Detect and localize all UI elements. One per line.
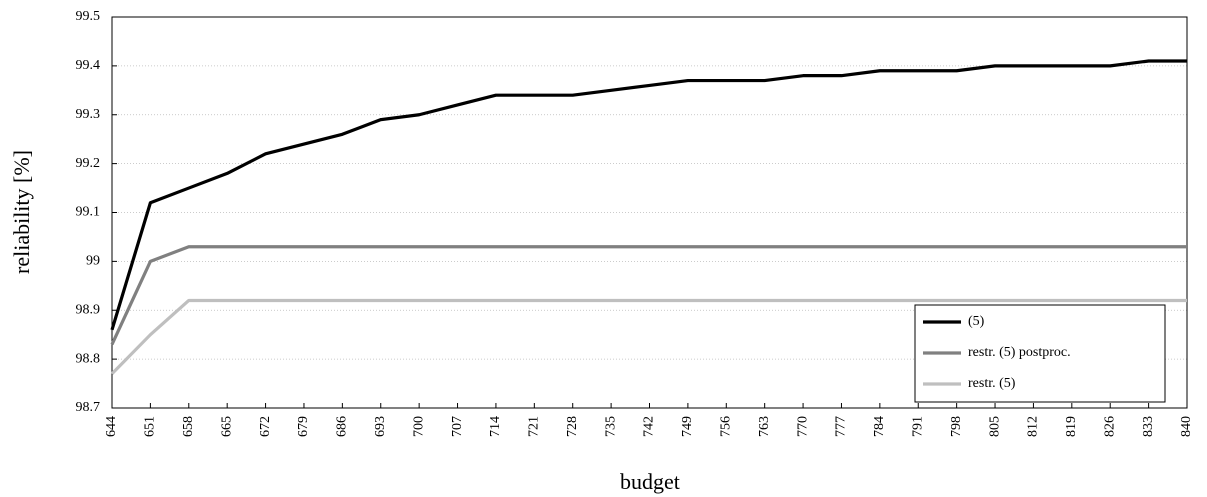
x-tick-label: 679: [296, 416, 311, 437]
legend-label: (5): [968, 314, 985, 329]
plot-frame: [111, 16, 1188, 409]
y-tick-label: 99.4: [76, 58, 101, 73]
y-tick-label: 98.7: [76, 400, 101, 415]
x-tick-label: 658: [181, 416, 196, 437]
y-tick-label: 99.5: [76, 9, 101, 24]
x-tick-label: 826: [1102, 416, 1117, 437]
x-tick-label: 798: [949, 416, 964, 437]
x-tick-label: 833: [1141, 416, 1156, 437]
x-tick-label: 784: [872, 416, 887, 437]
y-tick-label: 99: [86, 254, 100, 269]
series-line: [110, 59, 1187, 331]
x-tick-label: 812: [1026, 416, 1041, 437]
x-tick-label: 763: [757, 416, 772, 437]
series-line: [110, 298, 1187, 375]
x-tick-label: 777: [834, 416, 849, 437]
x-tick-label: 742: [642, 416, 657, 437]
series-line: [110, 245, 1187, 346]
x-tick-label: 840: [1179, 416, 1194, 437]
y-tick-label: 99.2: [76, 156, 101, 171]
y-axis-title: reliability [%]: [9, 150, 34, 274]
x-tick-label: 714: [488, 416, 503, 437]
x-tick-label: 651: [143, 416, 158, 437]
x-tick-label: 693: [373, 416, 388, 437]
x-tick-label: 721: [527, 416, 542, 437]
x-tick-label: 700: [411, 416, 426, 437]
x-tick-label: 749: [680, 416, 695, 437]
legend-label: restr. (5): [968, 376, 1016, 391]
x-tick-label: 728: [565, 416, 580, 437]
x-tick-label: 686: [335, 416, 350, 437]
y-tick-label: 99.3: [76, 107, 101, 122]
x-tick-label: 644: [104, 416, 119, 437]
x-tick-label: 707: [450, 416, 465, 437]
x-tick-label: 770: [795, 416, 810, 437]
y-tick-label: 98.8: [76, 351, 101, 366]
x-tick-label: 791: [910, 416, 925, 437]
x-tick-label: 665: [219, 416, 234, 437]
legend-label: restr. (5) postproc.: [968, 345, 1071, 360]
x-tick-label: 819: [1064, 416, 1079, 437]
y-tick-label: 98.9: [76, 302, 101, 317]
y-tick-label: 99.1: [76, 205, 101, 220]
x-tick-label: 735: [603, 416, 618, 437]
x-tick-label: 672: [258, 416, 273, 437]
x-tick-label: 805: [987, 416, 1002, 437]
x-tick-label: 756: [719, 416, 734, 437]
x-axis-title: budget: [620, 469, 680, 494]
